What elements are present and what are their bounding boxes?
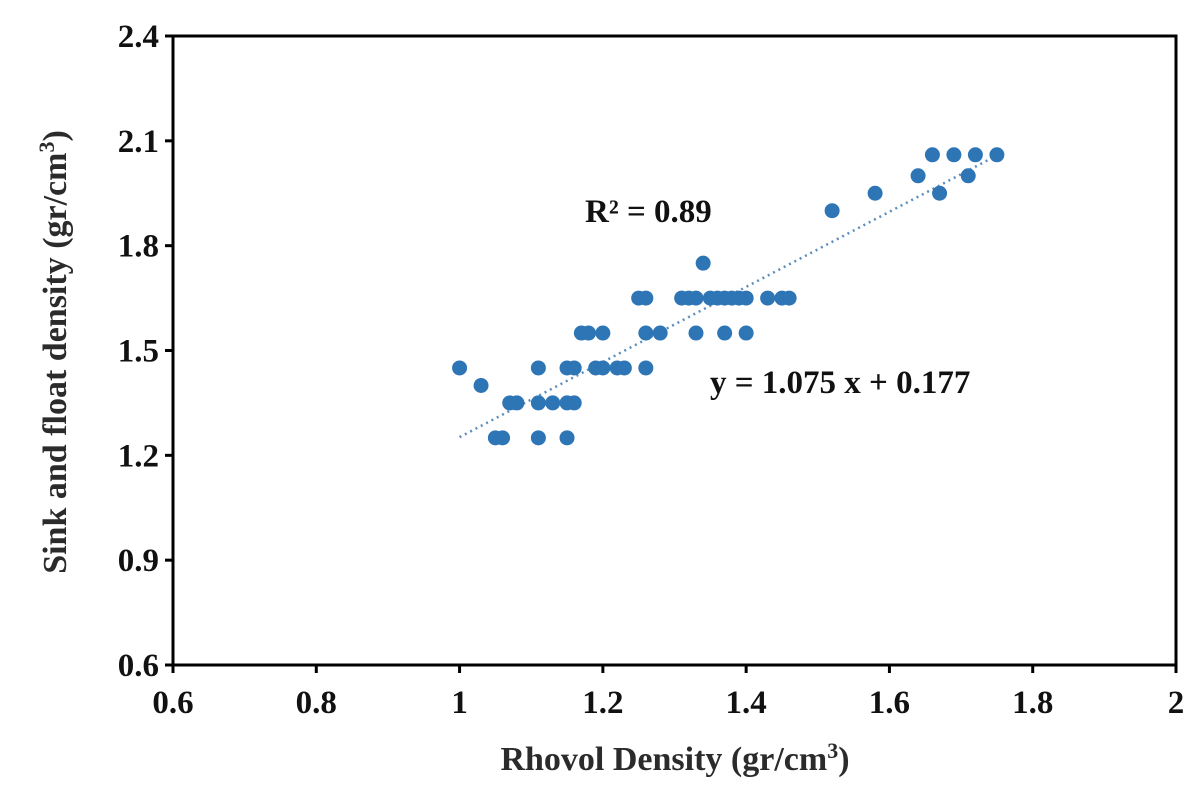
data-point (473, 377, 489, 393)
trendline (458, 154, 998, 439)
data-point (867, 185, 883, 201)
data-point (910, 168, 926, 184)
data-points (452, 147, 1005, 446)
data-point (652, 325, 668, 341)
data-point (581, 325, 597, 341)
data-point (824, 203, 840, 219)
data-point (638, 360, 654, 376)
data-point (638, 290, 654, 306)
data-point (509, 395, 525, 411)
x-tick-label: 1.2 (582, 685, 623, 721)
x-tick-label: 1.4 (726, 685, 767, 721)
data-point (559, 430, 575, 446)
data-point (781, 290, 797, 306)
data-point (738, 290, 754, 306)
data-point (695, 255, 711, 271)
data-point (566, 395, 582, 411)
y-axis-title: Sink and float density (gr/cm3) (34, 130, 74, 574)
y-axis-ticks (165, 34, 173, 667)
data-point (688, 290, 704, 306)
y-axis-tick-labels: 0.6 0.9 1.2 1.5 1.8 2.1 2.4 (118, 19, 159, 684)
data-point (989, 147, 1005, 163)
x-tick-label: 1 (451, 685, 468, 721)
x-tick-label: 0.6 (152, 685, 193, 721)
plot-area-frame (171, 34, 1178, 667)
y-tick-label: 1.8 (118, 229, 159, 265)
data-point (495, 430, 511, 446)
y-tick-label: 2.4 (118, 19, 159, 55)
data-point (932, 185, 948, 201)
data-point (946, 147, 962, 163)
y-tick-label: 1.2 (118, 438, 159, 474)
regression-equation-annotation: y = 1.075 x + 0.177 (710, 365, 970, 401)
data-point (638, 325, 654, 341)
y-tick-label: 0.6 (118, 648, 159, 684)
data-point (760, 290, 776, 306)
data-point (595, 360, 611, 376)
x-tick-label: 2 (1168, 685, 1185, 721)
data-point (530, 430, 546, 446)
data-point (530, 360, 546, 376)
r-squared-annotation: R² = 0.89 (585, 194, 712, 230)
data-point (967, 147, 983, 163)
data-point (924, 147, 940, 163)
x-axis-title: Rhovol Density (gr/cm3) (500, 738, 849, 778)
data-point (566, 360, 582, 376)
y-tick-label: 2.1 (118, 124, 159, 160)
data-point (738, 325, 754, 341)
x-tick-label: 1.6 (869, 685, 910, 721)
data-point (717, 325, 733, 341)
x-tick-label: 0.8 (296, 685, 337, 721)
data-point (452, 360, 468, 376)
x-tick-label: 1.8 (1012, 685, 1053, 721)
data-point (616, 360, 632, 376)
y-tick-label: 1.5 (118, 334, 159, 370)
data-point (595, 325, 611, 341)
y-tick-label: 0.9 (118, 543, 159, 579)
data-point (530, 395, 546, 411)
data-point (688, 325, 704, 341)
x-axis-tick-labels: 0.6 0.8 1 1.2 1.4 1.6 1.8 2 (152, 685, 1184, 721)
data-point (960, 168, 976, 184)
data-point (545, 395, 561, 411)
